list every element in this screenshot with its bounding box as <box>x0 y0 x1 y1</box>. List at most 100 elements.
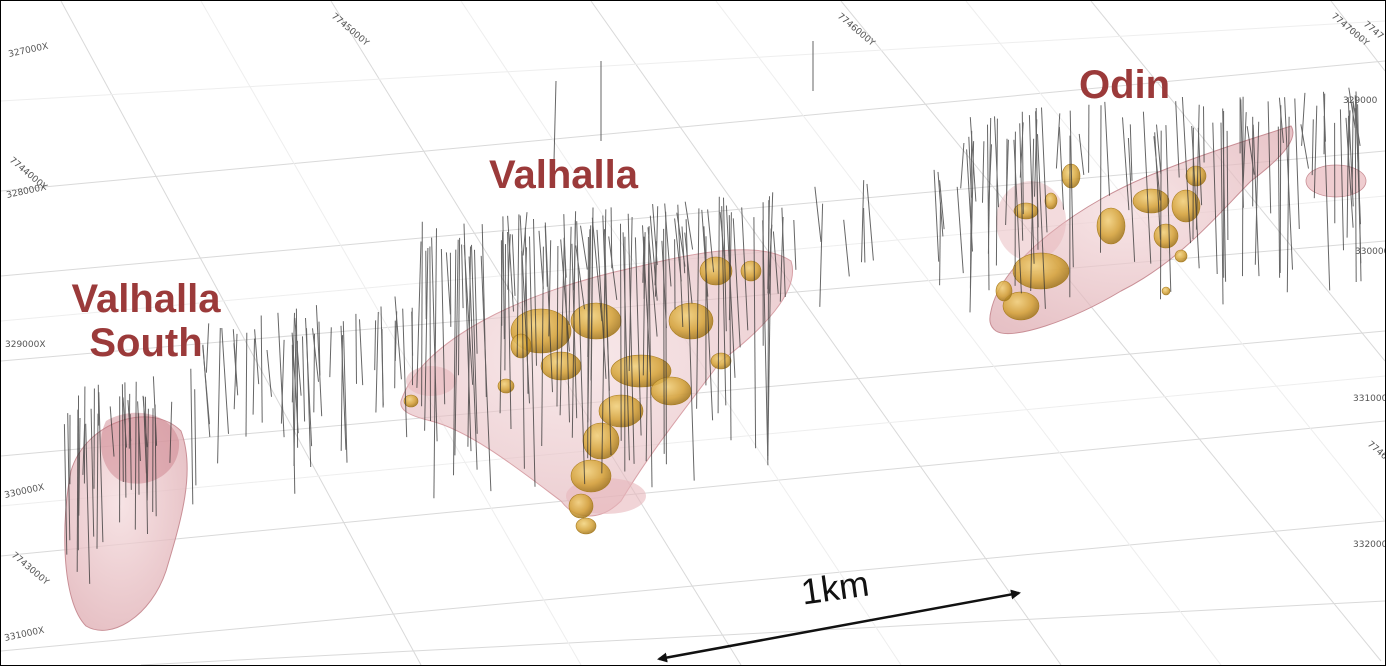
drill-hole-trace <box>1175 101 1180 178</box>
drill-hole-trace <box>814 186 822 242</box>
drill-hole-trace <box>1041 107 1048 233</box>
grid-label: 329000X <box>5 340 46 350</box>
drill-hole-trace <box>1354 108 1357 283</box>
drill-hole-trace <box>374 320 377 371</box>
grid-label: 331000 <box>1353 394 1385 404</box>
drill-hole-trace <box>622 232 630 461</box>
drill-hole-trace <box>312 328 319 382</box>
drill-hole-trace <box>277 312 285 438</box>
drill-hole-trace <box>232 329 239 396</box>
drill-hole-trace <box>266 349 272 397</box>
drill-hole-trace <box>591 217 603 322</box>
drill-hole-trace <box>559 238 565 416</box>
drill-hole-trace <box>340 325 347 450</box>
drill-hole-trace <box>767 228 772 461</box>
drill-hole-trace <box>620 223 622 441</box>
drill-hole-trace <box>454 239 459 456</box>
drill-hole-trace <box>355 313 357 384</box>
drill-hole-trace <box>1195 104 1200 230</box>
drill-hole-trace <box>291 312 295 403</box>
drill-hole-trace <box>342 321 348 463</box>
drill-hole-trace <box>190 368 194 505</box>
drill-hole-trace <box>652 204 658 265</box>
drill-hole-trace <box>1279 105 1282 274</box>
drill-hole-trace <box>504 244 506 371</box>
drill-hole-trace <box>1203 106 1205 163</box>
drill-hole-trace <box>194 389 197 486</box>
drill-hole-trace <box>987 124 990 291</box>
drill-hole-trace <box>725 205 736 378</box>
drill-hole-trace <box>1267 101 1272 214</box>
drill-hole-trace <box>1129 124 1133 181</box>
drill-hole-trace <box>529 236 536 487</box>
drill-hole-trace <box>67 413 71 541</box>
drill-hole-trace <box>1254 121 1260 265</box>
drill-holes <box>63 41 1362 584</box>
drill-hole-trace <box>696 208 700 409</box>
drill-hole-trace <box>703 226 714 421</box>
valhalla-south-label-line1: Valhalla <box>71 277 221 321</box>
valhalla-south-label-line2: South <box>89 321 203 365</box>
drill-hole-trace <box>463 244 474 385</box>
drill-hole-trace <box>772 231 779 294</box>
drill-hole-trace <box>1078 133 1085 175</box>
drill-hole-trace <box>1242 112 1247 190</box>
drill-hole-trace <box>1220 122 1224 305</box>
drill-hole-trace <box>956 186 964 274</box>
drill-hole-trace <box>402 308 408 438</box>
drill-hole-trace <box>767 196 770 290</box>
drill-hole-trace <box>793 219 797 270</box>
drill-hole-trace <box>124 382 127 498</box>
drill-hole-trace <box>98 392 104 543</box>
drill-hole-trace <box>1345 117 1354 228</box>
drill-hole-trace <box>642 232 646 376</box>
drill-hole-trace <box>375 311 379 413</box>
drill-hole-trace <box>169 401 173 463</box>
valhalla-label: Valhalla <box>489 153 638 197</box>
drill-hole-trace <box>421 221 423 407</box>
drill-hole-trace <box>590 220 594 381</box>
drill-hole-trace <box>521 250 525 469</box>
drill-hole-trace <box>556 245 559 407</box>
drill-hole-trace <box>1100 105 1102 253</box>
drill-hole-trace <box>1069 110 1074 268</box>
drill-hole-trace <box>63 424 68 555</box>
drill-hole-trace <box>524 227 529 394</box>
drill-hole-trace <box>433 228 437 499</box>
drill-hole-trace <box>1160 130 1162 300</box>
drill-hole-trace <box>767 224 773 294</box>
scale-arrow <box>657 589 1021 663</box>
drill-hole-trace <box>627 213 635 464</box>
drill-hole-trace <box>1311 119 1314 176</box>
drill-hole-trace <box>717 196 720 414</box>
drill-hole-trace <box>76 409 79 572</box>
drill-hole-trace <box>245 332 248 437</box>
drill-hole-trace <box>665 211 667 465</box>
drill-hole-trace <box>429 246 431 422</box>
drill-hole-trace <box>1104 101 1110 196</box>
valhalla-south-label: Valhalla South <box>56 277 236 365</box>
drill-hole-trace <box>1277 126 1281 278</box>
drill-hole-trace <box>416 241 422 388</box>
drill-hole-trace <box>380 306 384 406</box>
drill-hole-trace <box>440 248 446 405</box>
drill-hole-trace <box>1346 115 1349 238</box>
drill-hole-trace <box>468 256 478 470</box>
drill-hole-trace <box>587 229 591 358</box>
drill-hole-trace <box>313 333 315 413</box>
drill-hole-trace <box>134 381 137 530</box>
drill-hole-trace <box>647 227 658 337</box>
drill-hole-trace <box>511 234 516 296</box>
drill-hole-trace <box>359 319 364 386</box>
drill-hole-trace <box>502 216 505 340</box>
drill-hole-trace <box>642 236 645 283</box>
drill-hole-trace <box>987 117 992 254</box>
grid-label: 327000X <box>8 42 50 60</box>
drill-hole-trace <box>152 376 158 446</box>
drill-hole-trace <box>684 232 693 304</box>
drill-hole-trace <box>969 141 975 313</box>
drill-hole-trace <box>1156 124 1162 174</box>
drill-hole-trace <box>202 345 210 425</box>
drill-hole-trace <box>144 396 148 535</box>
